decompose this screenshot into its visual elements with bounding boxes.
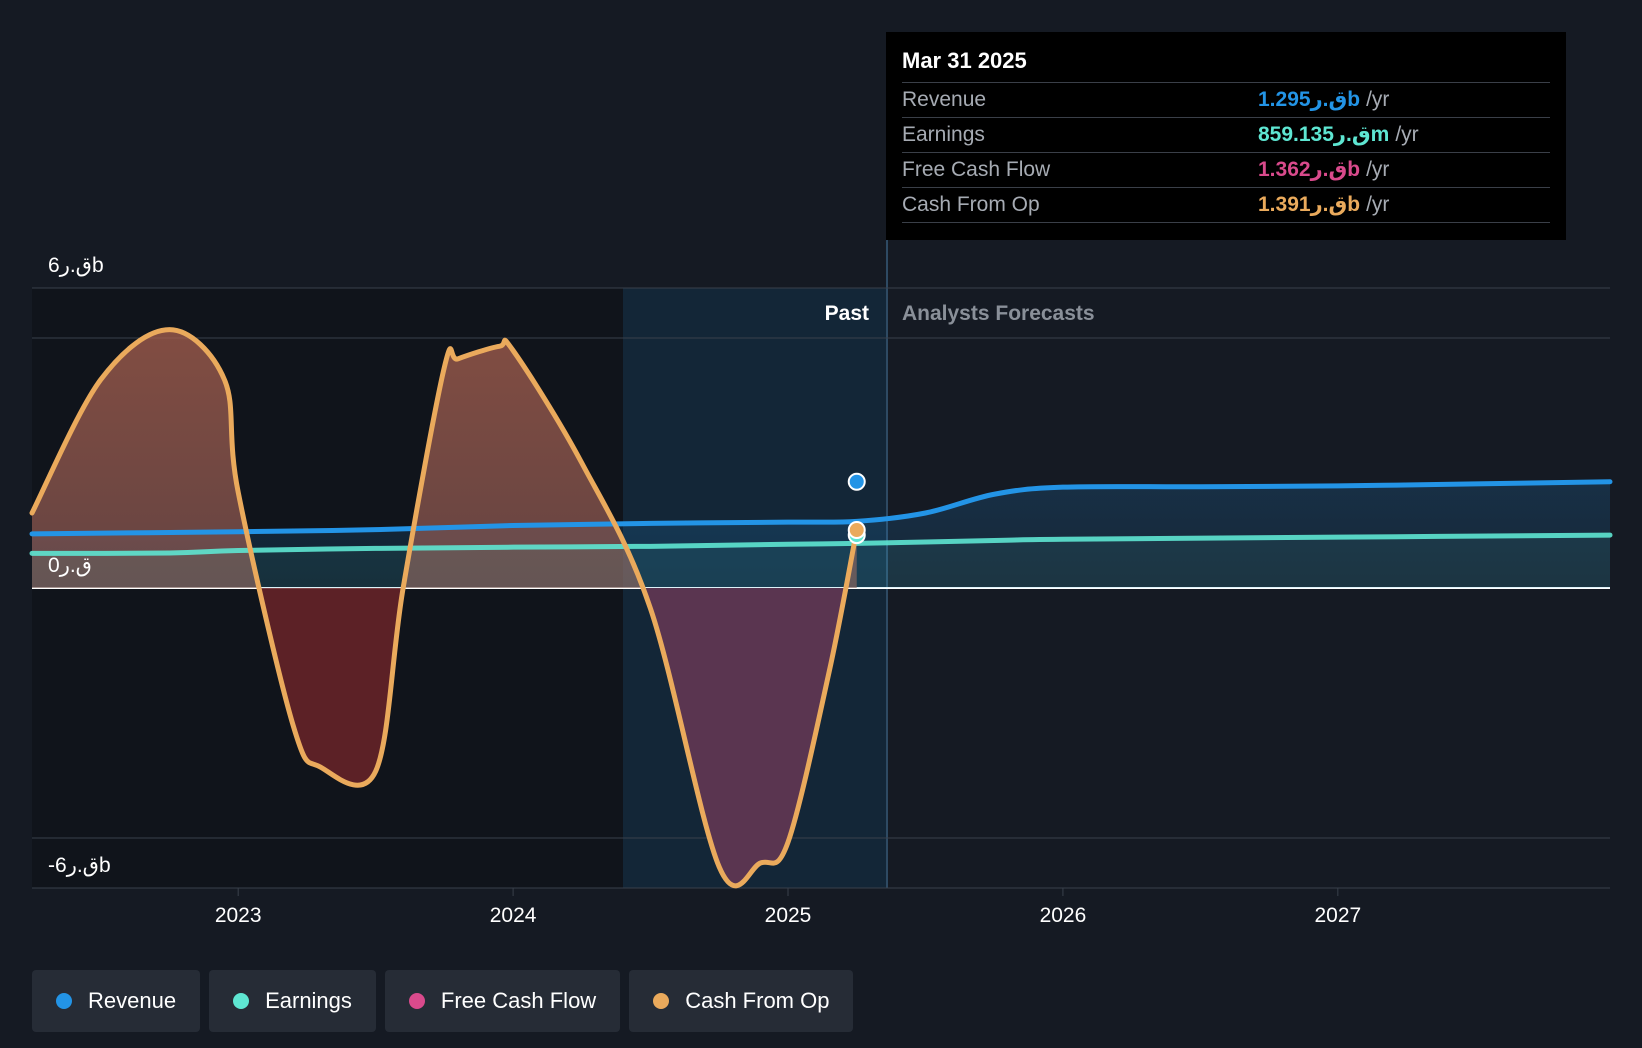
tooltip-unit: /yr [1366,193,1390,216]
x-tick-label: 2025 [765,904,812,927]
forecast-label: Analysts Forecasts [902,302,1095,325]
x-tick-label: 2024 [490,904,537,927]
tooltip-date: Mar 31 2025 [902,46,1550,83]
tooltip-value: 859.135ق.رm [1258,123,1390,146]
legend-item-earnings[interactable]: Earnings [209,970,376,1032]
legend-label: Free Cash Flow [440,988,597,1013]
tooltip-row-revenue: Revenue 1.295ق.رb /yr [902,83,1550,118]
legend-item-cash-from-op[interactable]: Cash From Op [629,970,854,1032]
legend-dot-icon [233,993,250,1009]
legend-item-revenue[interactable]: Revenue [32,970,201,1032]
cash-from-op-line [29,327,860,889]
legend-label: Earnings [265,988,352,1013]
tooltip-value: 1.391ق.رb [1258,193,1361,216]
series-markers [847,472,866,545]
y-label-bottom: -6ق.رb [48,854,111,877]
legend-label: Revenue [88,988,177,1013]
legend-dot-icon [653,993,670,1009]
tooltip-unit: /yr [1395,123,1419,146]
cash-from-op-negative-area-recent [581,588,857,886]
legend-label: Cash From Op [685,988,830,1013]
legend-item-free-cash-flow[interactable]: Free Cash Flow [384,970,621,1032]
revenue-marker [847,472,866,491]
x-tick-label: 2027 [1314,904,1361,927]
x-tick-label: 2026 [1040,904,1087,927]
past-label: Past [825,302,869,325]
x-axis-ticks: 2023 2024 2025 2026 2027 [215,888,1361,927]
legend-dot-icon [408,993,425,1009]
y-axis-labels: 6ق.رb 0ق.ر -6ق.رb [48,254,111,877]
y-label-zero: 0ق.ر [48,554,92,577]
cash-from-op-marker [847,521,866,540]
x-tick-label: 2023 [215,904,262,927]
tooltip-value: 1.362ق.رb [1258,158,1361,181]
tooltip-row-cash-from-op: Cash From Op 1.391ق.رb /yr [902,188,1550,223]
y-label-top: 6ق.رb [48,254,104,277]
tooltip-value: 1.295ق.رb [1258,88,1361,111]
tooltip-unit: /yr [1366,88,1390,111]
legend-dot-icon [56,993,72,1009]
tooltip-label: Cash From Op [902,193,1040,216]
tooltip-row-earnings: Earnings 859.135ق.رm /yr [902,118,1550,153]
earnings-line [29,532,1613,556]
revenue-line [29,479,1613,537]
tooltip-label: Revenue [902,88,987,111]
tooltip-row-free-cash-flow: Free Cash Flow 1.362ق.رb /yr [902,153,1550,188]
legend: Revenue Earnings Free Cash Flow Cash Fro… [32,970,854,1032]
series-lines [29,327,1613,889]
tooltip: Mar 31 2025 Revenue 1.295ق.رb /yr Earnin… [886,32,1566,240]
cash-from-op-positive-area [32,329,857,588]
tooltip-label: Earnings [902,123,985,146]
tooltip-unit: /yr [1366,158,1390,181]
tooltip-label: Free Cash Flow [902,158,1051,181]
